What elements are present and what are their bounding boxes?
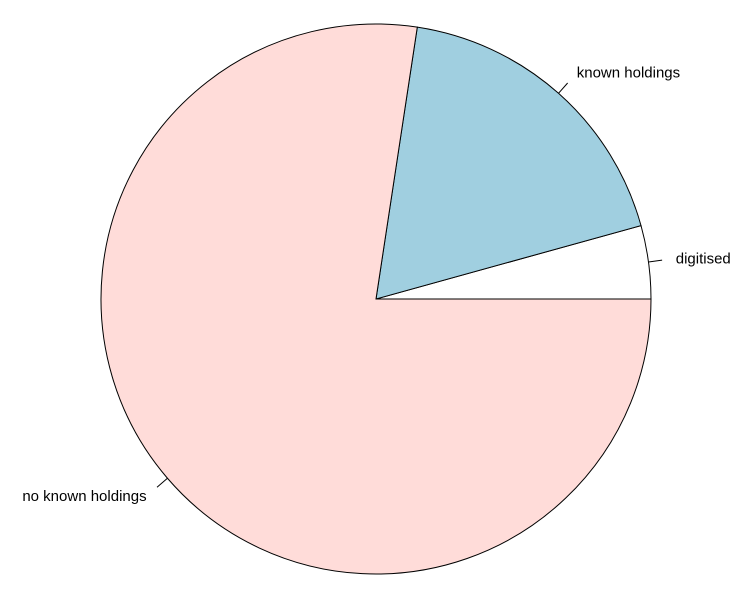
pie-tick-no-known-holdings (157, 478, 167, 487)
pie-label-no-known-holdings: no known holdings (22, 488, 146, 505)
pie-slices (101, 24, 651, 574)
pie-tick-known-holdings (559, 83, 568, 93)
pie-label-digitised: digitised (676, 250, 731, 267)
pie-tick-digitised (648, 260, 662, 262)
pie-label-known-holdings: known holdings (577, 65, 680, 82)
